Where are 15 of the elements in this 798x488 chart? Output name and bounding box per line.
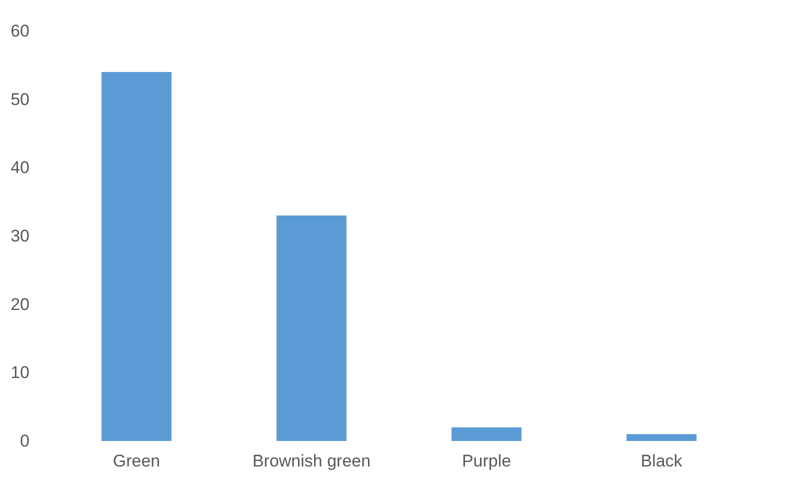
y-tick-label: 30 — [10, 226, 30, 246]
x-tick-label: Brownish green — [252, 452, 371, 470]
x-tick-label: Purple — [462, 452, 512, 470]
bar — [626, 434, 696, 441]
y-tick-label: 20 — [10, 294, 30, 314]
bar — [102, 72, 172, 441]
bar — [452, 427, 522, 441]
x-tick-label: Green — [112, 452, 160, 470]
y-tick-label: 60 — [10, 22, 30, 40]
y-tick-label: 40 — [10, 158, 30, 178]
bar — [276, 216, 346, 441]
y-tick-label: 50 — [10, 90, 30, 109]
y-tick-label: 10 — [10, 363, 30, 382]
y-tick-label: 0 — [20, 432, 30, 450]
x-tick-label: Black — [640, 452, 683, 470]
